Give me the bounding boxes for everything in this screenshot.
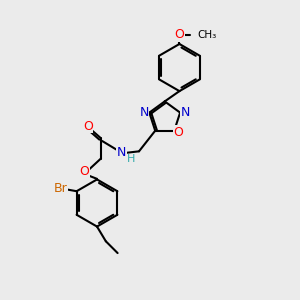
Text: H: H: [127, 154, 135, 164]
Text: Br: Br: [53, 182, 67, 195]
Text: O: O: [80, 165, 89, 178]
Text: O: O: [83, 120, 93, 133]
Text: O: O: [175, 28, 184, 41]
Text: O: O: [174, 126, 184, 139]
Text: N: N: [181, 106, 190, 119]
Text: N: N: [139, 106, 149, 119]
Text: N: N: [117, 146, 126, 159]
Text: CH₃: CH₃: [197, 30, 216, 40]
